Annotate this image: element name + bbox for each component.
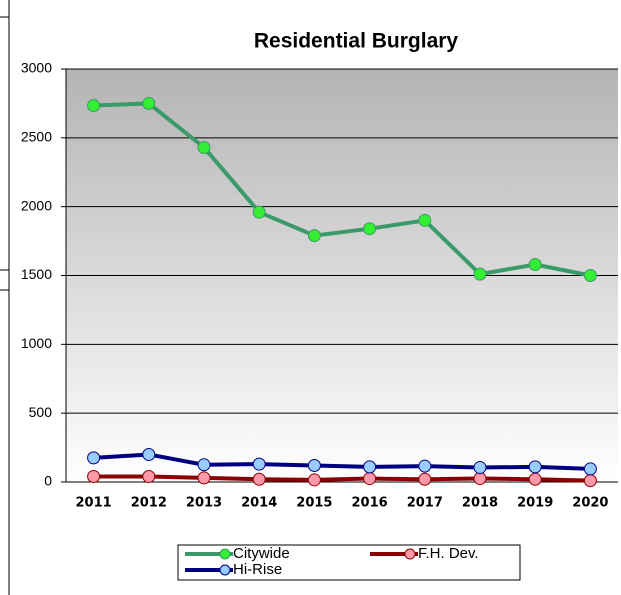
data-point	[363, 460, 377, 474]
series-line	[93, 452, 591, 471]
y-tick-label: 1000	[21, 335, 52, 351]
data-point	[583, 269, 597, 282]
series-line	[93, 474, 591, 483]
x-tick-label: 2017	[407, 496, 443, 511]
data-point	[363, 222, 377, 236]
legend-marker	[219, 564, 231, 576]
data-point	[363, 472, 377, 486]
data-point	[142, 96, 156, 110]
data-point	[473, 472, 487, 486]
x-tick-label: 2018	[462, 496, 498, 511]
x-tick-label: 2011	[76, 496, 112, 511]
chart-title: Residential Burglary	[254, 30, 459, 53]
data-point	[528, 472, 542, 486]
data-point	[528, 460, 542, 474]
data-point	[87, 98, 101, 112]
data-point	[583, 462, 597, 476]
data-point	[142, 469, 156, 483]
data-point	[142, 447, 156, 461]
x-tick-label: 2012	[131, 496, 167, 511]
data-point	[307, 229, 321, 243]
data-point	[418, 213, 432, 227]
data-point	[583, 474, 597, 488]
data-point	[307, 473, 321, 487]
data-point	[252, 205, 266, 219]
y-tick-label: 500	[29, 404, 53, 420]
legend-label: Citywide	[233, 545, 290, 562]
y-tick-label: 3000	[21, 60, 52, 76]
data-point	[307, 458, 321, 472]
x-tick-label: 2015	[296, 496, 332, 511]
data-point	[418, 459, 432, 473]
y-tick-label: 2000	[21, 197, 52, 213]
data-point	[473, 267, 487, 281]
legend-label: F.H. Dev.	[418, 545, 479, 562]
data-point	[418, 472, 432, 486]
legend-marker	[219, 548, 231, 560]
x-tick-label: 2013	[186, 496, 222, 511]
y-tick-label: 0	[44, 473, 52, 489]
data-point	[252, 457, 266, 471]
series-line	[93, 101, 591, 278]
y-tick-label: 1500	[21, 266, 52, 282]
data-point	[528, 257, 542, 271]
data-point	[473, 461, 487, 475]
legend-label: Hi-Rise	[233, 561, 282, 578]
data-point	[197, 458, 211, 472]
data-point	[87, 469, 101, 483]
x-tick-label: 2019	[517, 496, 553, 511]
data-point	[197, 471, 211, 485]
y-tick-label: 2500	[21, 129, 52, 145]
legend-marker	[404, 548, 416, 560]
x-tick-label: 2014	[241, 496, 277, 511]
data-point	[87, 451, 101, 465]
legend	[177, 544, 521, 581]
x-tick-label: 2016	[352, 496, 388, 511]
x-tick-label: 2020	[572, 496, 608, 511]
data-point	[252, 472, 266, 486]
data-point	[197, 140, 211, 154]
